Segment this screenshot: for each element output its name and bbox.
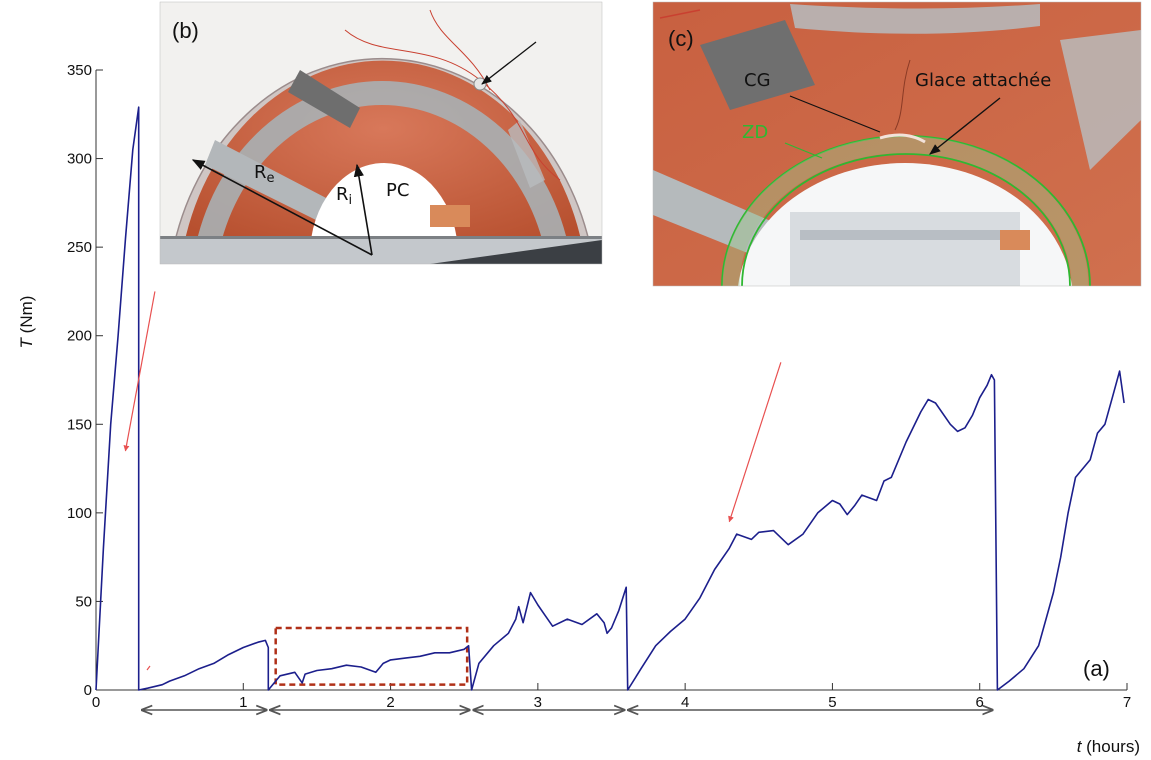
inset-c: [653, 2, 1141, 286]
inset-c-frame: [652, 1, 1142, 287]
inset-c-block-top: [700, 20, 815, 110]
y-tick-label: 50: [75, 593, 92, 610]
inset-c-machine: [790, 212, 1020, 286]
x-tick-label: 2: [386, 694, 394, 711]
x-tick-label: 4: [681, 694, 689, 711]
y-tick-label: 300: [67, 151, 92, 168]
red-arrow: [123, 291, 156, 452]
y-tick-label: 150: [67, 416, 92, 433]
x-ticks: 0 1 2 3 4 5 6 7: [92, 683, 1131, 711]
y-ticks: 0 50 100 150 200 250 300 350: [67, 62, 103, 699]
inset-b-arrow-re: [191, 159, 373, 256]
inset-b-label-ri: Ri: [336, 184, 352, 208]
inset-b-frame: [159, 1, 603, 265]
inset-c-pointer-cg: [789, 95, 881, 133]
inset-c-label-zd: ZD: [742, 122, 768, 143]
inset-b-base-shadow: [430, 240, 602, 264]
inset-b-spoke-right: [508, 120, 545, 188]
inset-c-arrow-glace: [929, 97, 1001, 155]
inset-c-channel-right: [1060, 30, 1141, 170]
inset-b-sensor: [473, 77, 487, 91]
inset-b-connector: [430, 205, 470, 227]
inset-c-wire: [659, 9, 701, 19]
inset-c-zd-inner: [741, 153, 1071, 286]
inset-c-label: (c): [668, 26, 694, 51]
inset-c-machine-bar: [800, 230, 1000, 240]
x-axis-label: t (hours): [1077, 737, 1140, 756]
y-axis-label: T (Nm): [17, 296, 36, 349]
inset-b-label: (b): [172, 18, 199, 43]
inset-c-connector: [1000, 230, 1030, 250]
x-tick-label: 3: [534, 694, 542, 711]
inset-b-hole: [310, 163, 458, 255]
inset-c-channel-top: [790, 4, 1040, 34]
inset-b-label-pc: PC: [386, 180, 409, 201]
inset-c-pointer-zd: [784, 142, 823, 159]
inset-c-label-glace: Glace attachée: [915, 70, 1051, 91]
y-tick-label: 100: [67, 505, 92, 522]
inset-b: [160, 2, 602, 264]
x-tick-label: 0: [92, 694, 100, 711]
panel-label-a: (a): [1083, 656, 1110, 681]
red-arrows: [123, 291, 782, 523]
inset-c-label-cg: CG: [744, 70, 771, 91]
series-line-torque: [95, 106, 1125, 691]
inset-b-disc: [182, 60, 584, 255]
x-tick-label: 1: [239, 694, 247, 711]
y-tick-label: 250: [67, 239, 92, 256]
inset-c-ice: [879, 133, 926, 144]
red-mark: [146, 665, 151, 671]
x-tick-label: 5: [828, 694, 836, 711]
y-tick-label: 350: [67, 62, 92, 79]
inset-b-arrow-topright: [481, 41, 537, 85]
x-tick-label: 7: [1123, 694, 1131, 711]
y-tick-label: 0: [84, 682, 92, 699]
red-arrow: [728, 362, 782, 523]
highlight-dashed-box: [274, 626, 469, 686]
inset-b-base-edge: [160, 236, 602, 239]
inset-b-label-re: Re: [254, 162, 275, 186]
inset-c-zd-fill: [722, 136, 1089, 286]
x-tick-label: 6: [976, 694, 984, 711]
inset-b-spoke-left: [205, 140, 330, 222]
inset-b-spoke-top: [288, 70, 360, 128]
inset-b-arrow-ri: [353, 163, 373, 256]
inset-c-spoke-left: [653, 170, 780, 260]
inset-c-crack: [894, 59, 911, 131]
y-tick-label: 200: [67, 328, 92, 345]
